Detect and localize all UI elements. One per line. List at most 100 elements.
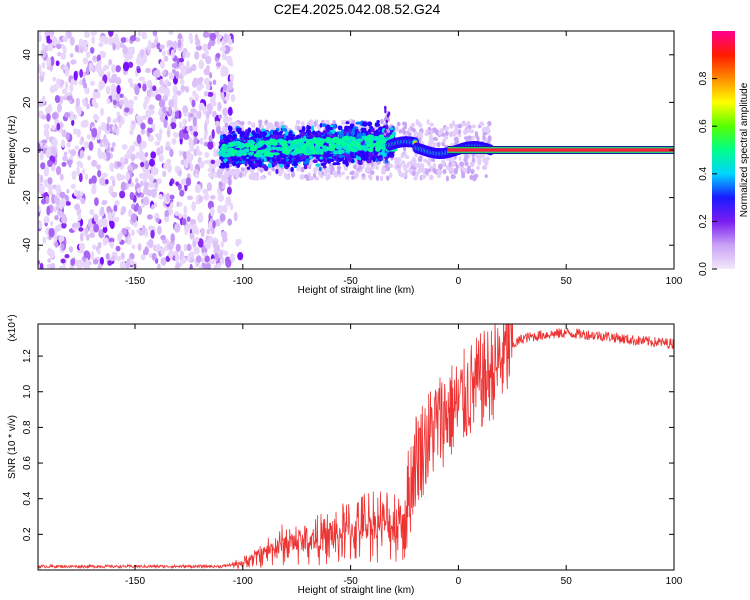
halo-cell — [325, 119, 330, 125]
noise-cell — [144, 160, 149, 169]
signal-peak-cell — [250, 145, 258, 150]
halo-cell — [416, 170, 421, 175]
noise-cell — [151, 166, 158, 176]
noise-cell — [128, 61, 134, 68]
noise-cell — [230, 93, 236, 102]
halo-cell — [436, 168, 441, 176]
noise-cell — [94, 197, 99, 207]
signal-cell — [326, 158, 332, 164]
noise-cell — [222, 107, 229, 117]
x-tick-label: 100 — [666, 276, 683, 287]
signal-peak-cell — [332, 150, 339, 155]
noise-cell — [229, 73, 235, 82]
noise-cell — [169, 181, 173, 187]
signal-peak-cell — [315, 149, 323, 153]
x-tick-label: -50 — [343, 276, 358, 287]
halo-cell — [459, 161, 465, 167]
noise-cell — [164, 209, 170, 217]
noise-cell — [46, 205, 51, 216]
y-tick-label: 0.2 — [22, 527, 33, 541]
halo-cell — [341, 171, 345, 176]
halo-cell — [394, 125, 399, 132]
signal-peak-cell — [313, 139, 321, 145]
noise-cell — [69, 83, 74, 93]
y-tick-label: 1.0 — [22, 384, 33, 398]
colorbar-tick-label: 0.2 — [698, 214, 709, 228]
noise-cell — [225, 196, 232, 207]
noise-cell — [129, 35, 137, 42]
halo-cell — [410, 122, 415, 129]
signal-cell — [301, 154, 307, 160]
noise-cell — [59, 191, 66, 199]
halo-cell — [259, 168, 264, 173]
signal-cell — [388, 151, 395, 157]
halo-cell — [451, 174, 456, 179]
noise-cell — [57, 39, 61, 45]
noise-cell — [49, 220, 54, 226]
noise-cell — [195, 44, 203, 51]
signal-cell — [352, 126, 359, 130]
signal-cell — [370, 127, 375, 133]
signal-cell — [347, 128, 351, 132]
halo-cell — [313, 120, 317, 128]
noise-cell — [96, 91, 101, 99]
signal-cell — [357, 156, 362, 162]
noise-cell — [140, 122, 146, 130]
noise-cell — [182, 50, 186, 60]
noise-cell — [162, 94, 168, 102]
noise-cell — [110, 83, 117, 93]
signal-cell — [218, 165, 225, 169]
noise-cell — [130, 153, 136, 162]
snr-xlabel: Height of straight line (km) — [298, 585, 415, 596]
noise-cell — [84, 264, 91, 269]
spectrogram-ylabel: Frequency (Hz) — [7, 116, 18, 185]
noise-cell — [193, 131, 199, 137]
signal-cell — [281, 124, 285, 129]
signal-cell — [345, 121, 350, 125]
halo-cell — [235, 121, 240, 128]
signal-cell — [337, 132, 343, 136]
noise-cell — [192, 77, 199, 86]
signal-peak-cell — [221, 152, 227, 158]
signal-cell — [360, 127, 366, 132]
noise-cell — [220, 65, 226, 73]
signal-peak-cell — [271, 146, 278, 151]
noise-cell — [90, 251, 95, 261]
noise-cell — [61, 215, 68, 224]
halo-cell — [426, 160, 432, 167]
noise-cell — [71, 170, 77, 180]
noise-cell — [54, 214, 59, 221]
noise-cell — [112, 118, 118, 124]
noise-cell — [58, 265, 65, 269]
noise-cell — [61, 222, 67, 229]
halo-cell — [477, 159, 482, 166]
noise-cell — [215, 52, 221, 59]
halo-cell — [431, 158, 436, 163]
noise-cell — [183, 243, 188, 252]
spike-cell — [387, 129, 390, 134]
noise-cell — [100, 51, 107, 59]
halo-cell — [429, 122, 434, 127]
halo-cell — [476, 165, 480, 171]
noise-cell — [73, 78, 78, 86]
signal-cell — [350, 130, 355, 136]
signal-cell — [268, 131, 273, 135]
noise-cell — [98, 229, 105, 239]
noise-cell — [222, 204, 228, 214]
signal-peak-cell — [271, 141, 278, 146]
noise-cell — [63, 151, 68, 157]
noise-cell — [229, 253, 235, 263]
noise-cell — [77, 108, 82, 116]
noise-cell — [83, 141, 89, 149]
halo-cell — [265, 122, 271, 128]
noise-cell — [203, 159, 210, 165]
halo-cell — [485, 125, 490, 131]
noise-cell — [79, 191, 84, 196]
signal-cell — [315, 163, 321, 167]
noise-cell — [188, 125, 193, 132]
noise-cell — [186, 60, 190, 70]
noise-cell — [59, 121, 63, 129]
halo-cell — [323, 170, 328, 176]
noise-cell — [79, 163, 84, 169]
signal-peak-cell — [324, 138, 331, 143]
